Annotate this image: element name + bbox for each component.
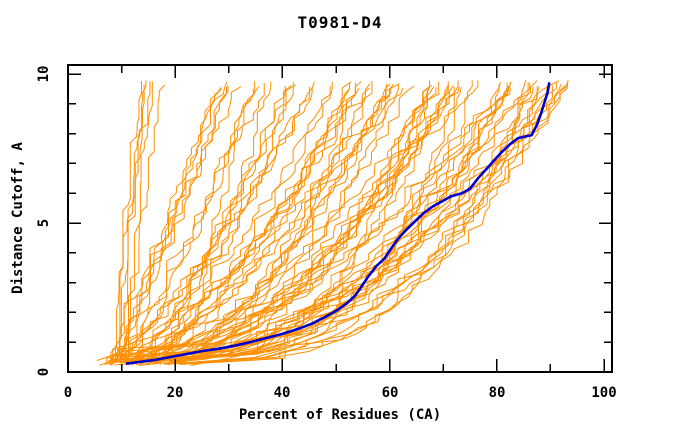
model-curve (109, 81, 333, 366)
model-curve (113, 86, 534, 362)
model-curve (140, 82, 557, 362)
x-tick-labels: 0 20 40 60 80 100 (64, 385, 617, 401)
model-curve (111, 88, 313, 365)
model-curve (168, 81, 512, 361)
model-curve (148, 88, 254, 365)
model-curve (126, 82, 294, 366)
model-curve (152, 83, 356, 361)
x-tick-label-100: 100 (591, 385, 616, 401)
model-curve (157, 79, 527, 364)
plot-frame (67, 64, 613, 373)
model-curve (141, 87, 360, 364)
model-curve (119, 85, 242, 363)
model-curve (164, 86, 455, 365)
model-curve (120, 81, 373, 363)
model-curve (120, 86, 392, 361)
x-tick-label-20: 20 (167, 385, 184, 401)
model-curve (104, 87, 351, 365)
model-curve (136, 85, 286, 366)
x-tick-label-40: 40 (274, 385, 291, 401)
x-axis-title: Percent of Residues (CA) (239, 407, 441, 423)
curves-layer (96, 79, 569, 366)
model-curve (143, 88, 428, 362)
model-curve (197, 82, 568, 364)
model-curve (126, 85, 229, 364)
model-curve (125, 80, 459, 364)
model-curve (137, 82, 350, 362)
model-curve (149, 87, 370, 365)
model-curve (110, 84, 145, 365)
y-tick-label-5: 5 (36, 219, 52, 227)
model-curve (107, 86, 260, 364)
model-curve (172, 82, 508, 365)
model-curve (121, 83, 391, 364)
x-tick-label-80: 80 (489, 385, 506, 401)
model-curve (154, 83, 394, 365)
model-curve (145, 81, 272, 366)
model-curve (112, 87, 222, 363)
model-curve (110, 81, 142, 365)
model-curve (171, 87, 431, 364)
model-curve (108, 87, 227, 363)
model-curve (142, 87, 462, 366)
model-curve (117, 87, 437, 361)
y-axis-title: Distance Cutoff, A (10, 142, 26, 294)
model-curve (183, 86, 509, 364)
model-curve (180, 82, 529, 365)
chart-title: T0981-D4 (297, 13, 382, 32)
model-curve (148, 85, 449, 362)
y-tick-label-0: 0 (36, 368, 52, 376)
model-curve (111, 86, 311, 362)
x-tick-label-0: 0 (64, 385, 72, 401)
model-curve (179, 84, 567, 365)
y-tick-label-10: 10 (36, 66, 52, 83)
axes-frame-and-ticks (67, 64, 613, 373)
model-curve (140, 85, 454, 363)
model-curve (123, 80, 430, 362)
model-curve (153, 86, 509, 361)
x-tick-label-60: 60 (382, 385, 399, 401)
model-curve (137, 86, 331, 366)
model-curve (109, 81, 501, 361)
model-curve (106, 84, 297, 365)
model-curve (123, 86, 435, 361)
model-curve (128, 81, 153, 363)
y-tick-labels: 0 5 10 (36, 66, 52, 377)
highlighted-model-curve (125, 82, 551, 365)
model-curve (110, 81, 228, 366)
model-curve (169, 87, 450, 363)
model-curve (99, 80, 362, 366)
model-curve (153, 84, 432, 363)
model-curve (132, 83, 265, 366)
